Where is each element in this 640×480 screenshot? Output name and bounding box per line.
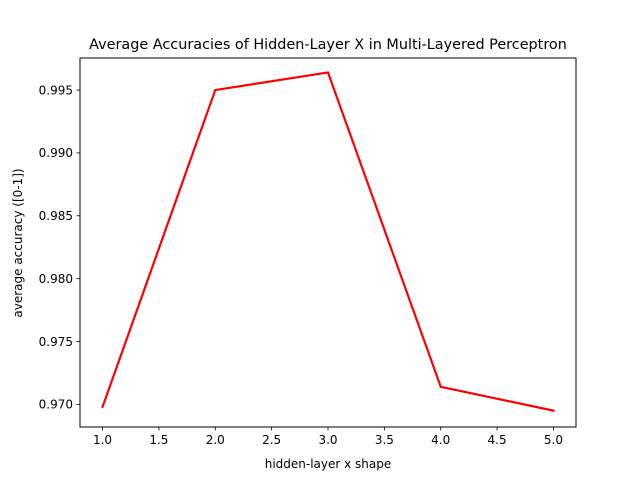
y-tick-label: 0.970 [39, 398, 73, 412]
axes-frame [79, 57, 577, 428]
x-tick-label: 4.0 [431, 433, 450, 447]
y-tick-label: 0.990 [39, 146, 73, 160]
x-tick-label: 4.5 [488, 433, 507, 447]
x-tick-label: 2.5 [262, 433, 281, 447]
x-tick-label: 1.5 [149, 433, 168, 447]
y-tick-label: 0.995 [39, 83, 73, 97]
y-tick-label: 0.985 [39, 209, 73, 223]
x-axis-label: hidden-layer x shape [265, 457, 392, 471]
x-tick-label: 5.0 [544, 433, 563, 447]
plot-area: 0.970 0.975 0.980 0.985 0.990 0.995 1.0 1.5 2.0… [39, 57, 577, 447]
x-tick-label: 3.5 [375, 433, 394, 447]
y-axis-ticks: 0.970 0.975 0.980 0.985 0.990 0.995 [39, 83, 80, 412]
x-tick-label: 3.0 [318, 433, 337, 447]
x-axis-ticks: 1.0 1.5 2.0 2.5 3.0 3.5 4.0 4.5 5.0 [93, 427, 563, 447]
y-tick-label: 0.975 [39, 335, 73, 349]
chart-title: Average Accuracies of Hidden-Layer X in … [89, 37, 567, 53]
series-layer [101, 71, 555, 412]
series-line [101, 71, 555, 412]
y-tick-label: 0.980 [39, 272, 73, 286]
y-axis-label: average accuracy ([0-1]) [11, 168, 25, 317]
x-tick-label: 1.0 [93, 433, 112, 447]
x-tick-label: 2.0 [206, 433, 225, 447]
